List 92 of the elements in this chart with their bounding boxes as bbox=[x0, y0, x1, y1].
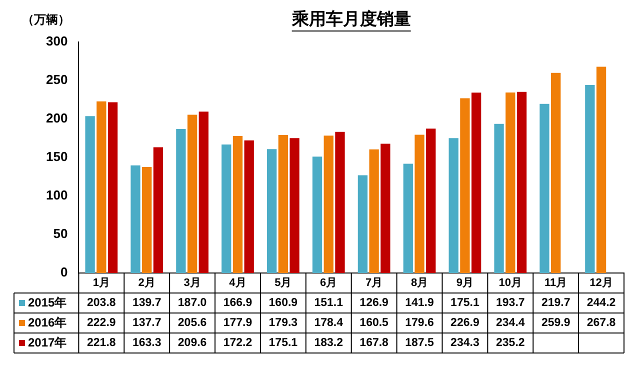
bar bbox=[176, 129, 186, 273]
bar bbox=[516, 92, 527, 273]
bar bbox=[142, 166, 152, 273]
bar bbox=[358, 175, 368, 273]
y-tick-label: 150 bbox=[46, 149, 68, 164]
bar bbox=[324, 136, 334, 273]
bar bbox=[96, 101, 106, 273]
bar bbox=[153, 147, 164, 273]
data-label: 234.4 bbox=[496, 317, 526, 330]
bar bbox=[335, 132, 345, 273]
bar bbox=[290, 138, 300, 273]
data-label: 167.8 bbox=[360, 337, 390, 350]
bar bbox=[551, 72, 561, 273]
bar bbox=[585, 84, 595, 273]
y-tick-label: 50 bbox=[53, 226, 68, 242]
legend-label: 2015年 bbox=[28, 295, 67, 310]
data-label: 187.0 bbox=[178, 297, 207, 310]
bar bbox=[403, 164, 413, 273]
data-label: 126.9 bbox=[360, 297, 388, 310]
data-label: 179.3 bbox=[268, 317, 298, 330]
bar bbox=[130, 165, 140, 273]
bar bbox=[108, 102, 118, 273]
data-label: 179.6 bbox=[405, 317, 434, 330]
bar bbox=[222, 144, 232, 273]
bar bbox=[266, 149, 277, 273]
bar bbox=[244, 140, 254, 273]
bar bbox=[187, 114, 198, 273]
data-label: 177.9 bbox=[223, 317, 252, 330]
data-label: 183.2 bbox=[314, 337, 344, 350]
bar bbox=[369, 149, 379, 273]
data-label: 137.7 bbox=[132, 317, 162, 330]
x-tick-label: 6月 bbox=[320, 277, 338, 290]
bar bbox=[380, 144, 390, 273]
data-label: 163.3 bbox=[132, 337, 162, 350]
bar bbox=[198, 112, 208, 273]
x-tick-label: 4月 bbox=[229, 277, 246, 290]
data-label: 187.5 bbox=[405, 337, 434, 350]
data-label: 175.1 bbox=[268, 337, 298, 350]
legend-label: 2016年 bbox=[28, 315, 67, 330]
bar bbox=[506, 92, 516, 273]
bar bbox=[312, 156, 322, 273]
x-tick-label: 7月 bbox=[366, 277, 383, 290]
data-label: 222.9 bbox=[87, 317, 116, 330]
x-tick-label: 2月 bbox=[138, 277, 156, 290]
data-label: 221.8 bbox=[87, 337, 116, 350]
x-tick-label: 12月 bbox=[590, 277, 613, 290]
data-label: 175.1 bbox=[450, 297, 480, 310]
data-label: 235.2 bbox=[496, 337, 525, 350]
data-label: 160.9 bbox=[268, 297, 298, 310]
x-tick-label: 11月 bbox=[544, 277, 568, 290]
y-tick-label: 0 bbox=[60, 264, 68, 280]
bar bbox=[232, 136, 243, 273]
data-label: 141.9 bbox=[405, 297, 434, 310]
y-tick-label: 200 bbox=[46, 110, 68, 126]
data-label: 259.9 bbox=[541, 317, 570, 330]
data-label: 267.8 bbox=[586, 317, 616, 330]
data-label: 151.1 bbox=[314, 297, 344, 310]
bar bbox=[426, 128, 436, 273]
y-tick-label: 250 bbox=[46, 72, 68, 88]
data-label: 234.3 bbox=[450, 337, 480, 350]
bar bbox=[494, 124, 504, 273]
data-label: 203.8 bbox=[87, 297, 116, 310]
x-tick-label: 9月 bbox=[456, 277, 474, 290]
x-tick-label: 10月 bbox=[498, 277, 522, 290]
data-label: 139.7 bbox=[132, 297, 162, 310]
data-label: 209.6 bbox=[178, 337, 207, 350]
bar bbox=[85, 116, 95, 273]
data-label: 166.9 bbox=[223, 297, 252, 310]
data-label: 172.2 bbox=[223, 337, 252, 350]
data-label: 205.6 bbox=[178, 317, 207, 330]
data-label: 219.7 bbox=[541, 297, 570, 310]
x-tick-label: 3月 bbox=[184, 277, 201, 290]
bar bbox=[471, 92, 482, 273]
x-tick-label: 8月 bbox=[410, 277, 428, 290]
data-label: 160.5 bbox=[360, 317, 390, 330]
legend-label: 2017年 bbox=[28, 335, 67, 350]
data-label: 244.2 bbox=[586, 297, 616, 310]
data-label: 193.7 bbox=[496, 297, 525, 310]
x-tick-label: 1月 bbox=[92, 277, 110, 290]
bar bbox=[460, 98, 470, 273]
bar bbox=[540, 104, 550, 273]
y-axis-title: （万辆） bbox=[22, 12, 70, 26]
y-tick-label: 300 bbox=[46, 34, 68, 49]
x-tick-label: 5月 bbox=[274, 277, 292, 290]
data-label: 178.4 bbox=[314, 317, 344, 330]
bar bbox=[414, 134, 424, 273]
bar bbox=[278, 134, 288, 273]
bar bbox=[448, 138, 458, 273]
chart-title: 乘用车月度销量 bbox=[290, 10, 411, 29]
bar bbox=[596, 66, 606, 273]
y-tick-label: 100 bbox=[46, 188, 68, 203]
data-label: 226.9 bbox=[450, 317, 480, 330]
